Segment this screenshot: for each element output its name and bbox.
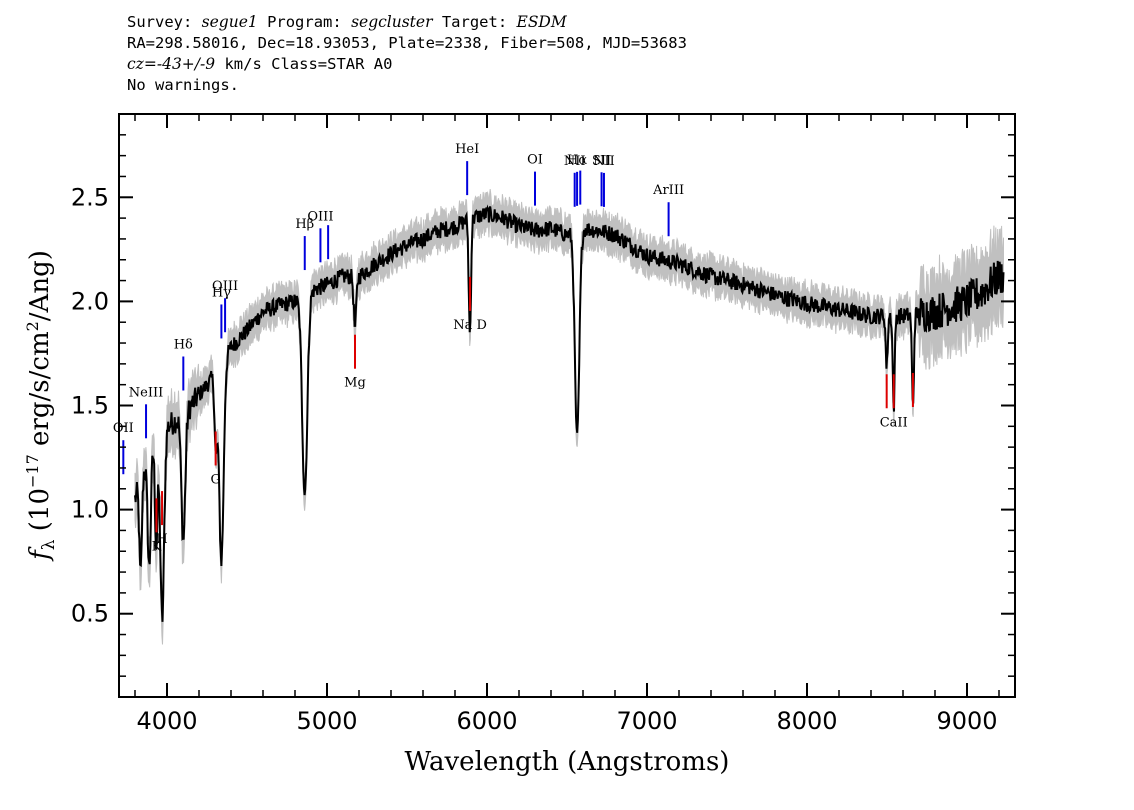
line-label-OII: OII	[113, 421, 134, 436]
line-label-H: H	[156, 532, 167, 547]
survey-label: Survey:	[127, 13, 202, 31]
y-tick-label: 1.5	[71, 392, 109, 420]
flux-series	[134, 204, 1005, 622]
header-line-redshift: cz=-43+/-9 km/s Class=STAR A0	[127, 54, 687, 75]
line-label-NII-6548: NII	[564, 154, 586, 169]
y-tick-label: 1.0	[71, 496, 109, 524]
line-label-OI: OI	[527, 153, 543, 168]
cz-label: cz=	[127, 55, 157, 73]
y-axis-title-pre: (10	[25, 488, 55, 540]
error-band-area	[134, 188, 1004, 645]
program-value: segcluster	[351, 13, 433, 31]
header-line-survey: Survey: segue1 Program: segcluster Targe…	[127, 12, 687, 33]
cz-unit-class: km/s Class=STAR A0	[215, 55, 393, 73]
axis-ticks: 4000 5000 6000 7000 8000 9000 0.5 1.0 1.5 2.0 2.5	[71, 114, 1015, 735]
line-label-Mg: Mg	[344, 376, 366, 391]
program-label: Program:	[257, 13, 352, 31]
target-label: Target:	[432, 13, 517, 31]
y-axis-title-mid: erg/s/cm	[25, 331, 55, 454]
line-label-NaD: Na D	[453, 318, 487, 333]
y-tick-label: 2.0	[71, 287, 109, 315]
x-tick-label: 5000	[296, 707, 357, 735]
line-label-ArIII: ArIII	[652, 183, 684, 198]
y-tick-label: 2.5	[71, 183, 109, 211]
y-tick-label: 0.5	[71, 600, 109, 628]
x-tick-label: 7000	[616, 707, 677, 735]
line-label-CaII-8542: CaII	[880, 415, 908, 430]
flux-line	[134, 204, 1005, 622]
line-label-Hdelta: Hδ	[174, 338, 193, 353]
plot-frame	[118, 113, 1016, 698]
x-tick-label: 6000	[456, 707, 517, 735]
line-label-K: K	[152, 539, 162, 554]
line-label-SII-6731: NII	[593, 154, 615, 169]
line-label-HeI: HeI	[455, 142, 479, 157]
error-band	[134, 188, 1004, 645]
target-value: ESDM	[516, 13, 567, 31]
y-axis-title: fλ (10−17 erg/s/cm2/Ang)	[23, 250, 59, 562]
line-label-OIII-4363: OIII	[212, 279, 238, 294]
cz-value: -43+/-9	[156, 55, 216, 73]
line-label-Hbeta: Hβ	[295, 217, 314, 232]
y-axis-title-exp1: −17	[23, 454, 42, 488]
y-axis-title-sub: λ	[39, 539, 59, 550]
line-label-NeIII: NeIII	[129, 385, 163, 400]
x-tick-label: 9000	[936, 707, 997, 735]
survey-value: segue1	[201, 13, 258, 31]
x-tick-label: 8000	[776, 707, 837, 735]
header-line-coordinates: RA=298.58016, Dec=18.93053, Plate=2338, …	[127, 34, 687, 52]
spectrum-header: Survey: segue1 Program: segcluster Targe…	[127, 12, 687, 96]
x-axis-title: Wavelength (Angstroms)	[405, 747, 730, 777]
line-label-G: G	[210, 472, 220, 487]
y-axis-title-exp2: 2	[23, 321, 42, 331]
y-axis-title-post: /Ang)	[25, 250, 55, 321]
line-label-Hgamma: Hγ	[212, 285, 231, 300]
line-label-Halpha: Hα	[567, 153, 587, 168]
x-tick-label: 4000	[136, 707, 197, 735]
line-label-SII-6716: SII	[592, 153, 611, 168]
line-label-OIII-4959: OIII	[307, 209, 333, 224]
header-line-warnings: No warnings.	[127, 76, 239, 94]
